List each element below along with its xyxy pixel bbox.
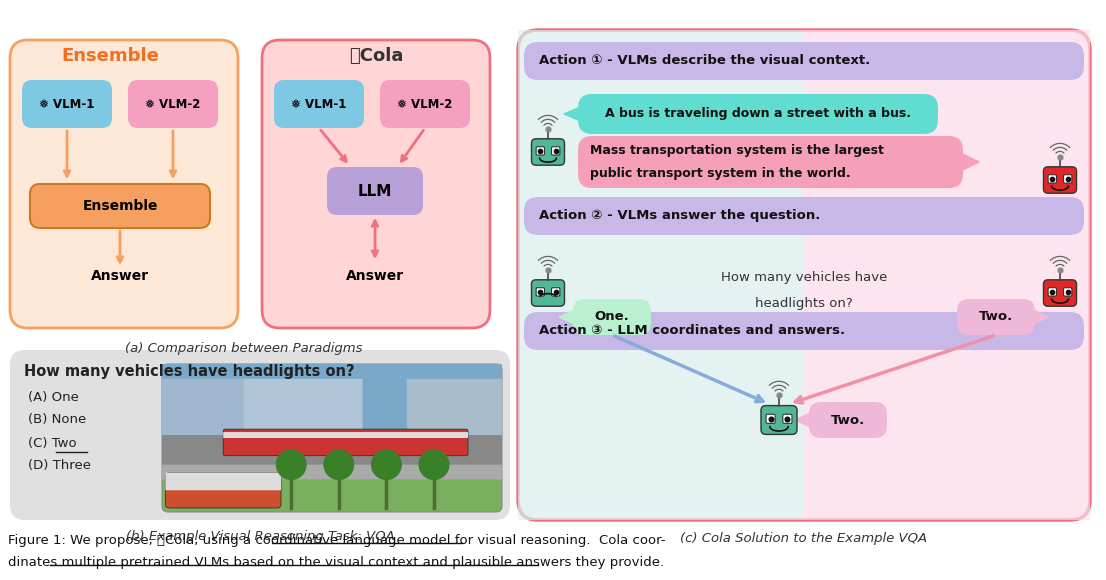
FancyBboxPatch shape [128,80,218,128]
Text: ❅ VLM-2: ❅ VLM-2 [145,97,200,111]
Text: (C) Two: (C) Two [28,437,76,450]
Text: (a) Comparison between Paradigms: (a) Comparison between Paradigms [125,342,363,355]
Text: 🍹Cola: 🍹Cola [348,47,404,65]
FancyBboxPatch shape [161,379,258,456]
FancyBboxPatch shape [22,80,112,128]
Text: Mass transportation system is the largest: Mass transportation system is the larges… [589,144,884,157]
FancyBboxPatch shape [578,136,963,188]
FancyBboxPatch shape [783,414,792,423]
FancyBboxPatch shape [578,94,938,134]
Circle shape [419,450,449,480]
FancyBboxPatch shape [524,197,1084,235]
FancyBboxPatch shape [407,379,502,453]
FancyBboxPatch shape [1043,167,1076,193]
Text: How many vehicles have headlights on?: How many vehicles have headlights on? [24,364,355,379]
FancyBboxPatch shape [1043,280,1076,306]
FancyBboxPatch shape [1048,288,1056,296]
Text: Action ② - VLMs answer the question.: Action ② - VLMs answer the question. [539,209,821,223]
FancyBboxPatch shape [262,40,490,328]
FancyBboxPatch shape [166,473,281,508]
Text: Action ③ - LLM coordinates and answers.: Action ③ - LLM coordinates and answers. [539,324,845,338]
Text: A bus is traveling down a street with a bus.: A bus is traveling down a street with a … [605,107,911,121]
FancyBboxPatch shape [161,364,502,435]
FancyBboxPatch shape [761,405,797,434]
FancyBboxPatch shape [274,80,364,128]
Text: How many vehicles have: How many vehicles have [721,270,887,284]
FancyBboxPatch shape [10,40,238,328]
FancyBboxPatch shape [518,30,804,520]
Circle shape [276,450,306,480]
Polygon shape [1035,310,1048,324]
FancyBboxPatch shape [804,30,1091,520]
FancyBboxPatch shape [223,429,468,456]
Text: (B) None: (B) None [28,414,86,426]
Circle shape [324,450,354,480]
FancyBboxPatch shape [327,167,422,215]
FancyBboxPatch shape [380,80,470,128]
FancyBboxPatch shape [10,350,510,520]
FancyBboxPatch shape [766,414,775,423]
FancyBboxPatch shape [161,465,502,480]
Text: Figure 1: We propose, 🍹Cola, using a coordinative language model for visual reas: Figure 1: We propose, 🍹Cola, using a coo… [8,534,666,547]
Text: LLM: LLM [358,183,393,198]
FancyBboxPatch shape [532,280,564,306]
Text: Ensemble: Ensemble [82,199,158,213]
Text: Answer: Answer [346,269,404,283]
Text: One.: One. [595,310,629,324]
Text: (A) One: (A) One [28,390,79,404]
Text: ❅ VLM-1: ❅ VLM-1 [291,97,346,111]
Text: headlights on?: headlights on? [755,296,853,310]
Text: ❅ VLM-1: ❅ VLM-1 [40,97,95,111]
FancyBboxPatch shape [30,184,210,228]
FancyBboxPatch shape [1064,288,1072,296]
FancyBboxPatch shape [573,299,651,335]
FancyBboxPatch shape [536,147,544,155]
FancyBboxPatch shape [524,42,1084,80]
Text: Answer: Answer [91,269,149,283]
FancyBboxPatch shape [524,312,1084,350]
Circle shape [372,450,401,480]
FancyBboxPatch shape [223,432,468,438]
FancyBboxPatch shape [808,402,887,438]
FancyBboxPatch shape [166,473,281,490]
FancyBboxPatch shape [957,299,1035,335]
Text: Action ① - VLMs describe the visual context.: Action ① - VLMs describe the visual cont… [539,55,870,67]
Polygon shape [795,414,808,426]
Text: (D) Three: (D) Three [28,459,91,473]
FancyBboxPatch shape [243,379,363,447]
Text: public transport system in the world.: public transport system in the world. [589,167,851,180]
Polygon shape [564,108,578,120]
FancyBboxPatch shape [518,30,1091,520]
FancyBboxPatch shape [552,147,560,155]
Text: dinates multiple pretrained VLMs based on the visual context and plausible answe: dinates multiple pretrained VLMs based o… [8,556,664,569]
FancyBboxPatch shape [532,139,564,165]
Text: Two.: Two. [979,310,1013,324]
FancyBboxPatch shape [1048,175,1056,183]
Text: Ensemble: Ensemble [61,47,159,65]
Text: (b) Example Visual Reasoning Task: VQA: (b) Example Visual Reasoning Task: VQA [126,530,395,543]
Text: (c) Cola Solution to the Example VQA: (c) Cola Solution to the Example VQA [680,532,928,545]
FancyBboxPatch shape [161,435,502,467]
FancyBboxPatch shape [536,288,544,296]
FancyBboxPatch shape [1064,175,1072,183]
FancyBboxPatch shape [552,288,560,296]
Text: ❅ VLM-2: ❅ VLM-2 [397,97,452,111]
Text: Two.: Two. [831,414,865,426]
Polygon shape [963,154,979,170]
Polygon shape [559,310,573,324]
FancyBboxPatch shape [161,364,502,512]
